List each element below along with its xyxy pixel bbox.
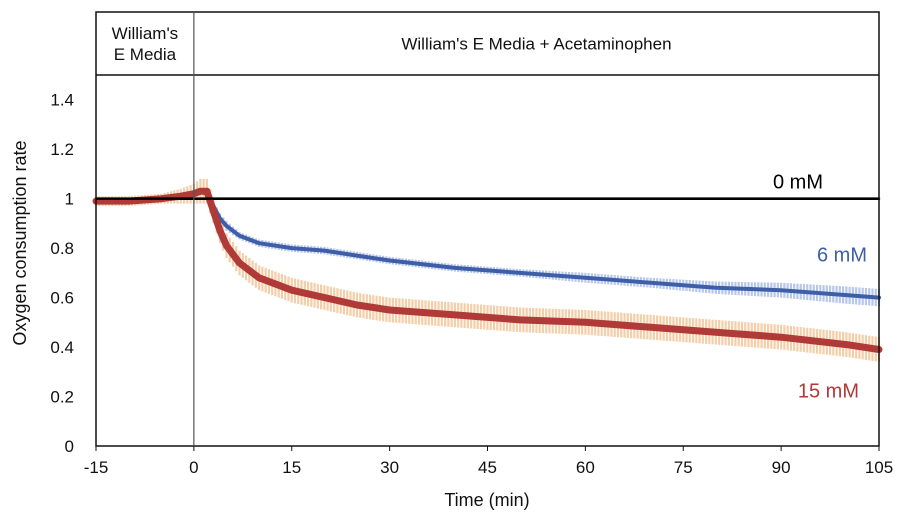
y-tick-label: 0.4 bbox=[50, 338, 74, 357]
plot-border bbox=[95, 11, 880, 447]
y-tick-label: 0.8 bbox=[50, 239, 74, 258]
series-label-15-mm: 15 mM bbox=[798, 381, 859, 403]
plot-frame bbox=[95, 11, 880, 447]
x-tick-label: 30 bbox=[380, 458, 399, 477]
x-tick-label: 45 bbox=[478, 458, 497, 477]
series-line-15-mm bbox=[92, 187, 883, 353]
y-axis-ticks: 0 0.2 0.4 0.6 0.8 1 1.2 1.4 bbox=[50, 91, 74, 456]
y-tick-label: 0.2 bbox=[50, 388, 74, 407]
series-labels: 0 mM 6 mM 15 mM bbox=[773, 172, 867, 403]
y-tick-label: 1 bbox=[65, 190, 74, 209]
x-tick-label: 105 bbox=[865, 458, 893, 477]
y-tick-label: 1.2 bbox=[50, 140, 74, 159]
y-tick-label: 1.4 bbox=[50, 91, 74, 110]
x-axis-title: Time (min) bbox=[444, 490, 529, 510]
x-tick-label: -15 bbox=[84, 458, 109, 477]
x-tick-label: 75 bbox=[674, 458, 693, 477]
series-lines bbox=[92, 187, 883, 353]
x-tick-label: 90 bbox=[772, 458, 791, 477]
y-axis-title: Oxygen consumption rate bbox=[10, 140, 30, 345]
y-tick-label: 0.6 bbox=[50, 289, 74, 308]
phase-header: William's E Media William's E Media + Acet… bbox=[112, 12, 672, 446]
series-label-6-mm: 6 mM bbox=[817, 245, 867, 267]
phase-label: E Media bbox=[114, 45, 177, 64]
x-tick-label: 60 bbox=[576, 458, 595, 477]
series-label-0-mm: 0 mM bbox=[773, 172, 823, 194]
phase-label: William's E Media + Acetaminophen bbox=[401, 35, 671, 54]
y-tick-label: 0 bbox=[65, 437, 74, 456]
x-tick-label: 0 bbox=[189, 458, 198, 477]
phase-label: William's bbox=[112, 24, 179, 43]
x-axis-ticks: -15 0 15 30 45 60 75 90 105 bbox=[84, 446, 893, 477]
x-tick-label: 15 bbox=[282, 458, 301, 477]
